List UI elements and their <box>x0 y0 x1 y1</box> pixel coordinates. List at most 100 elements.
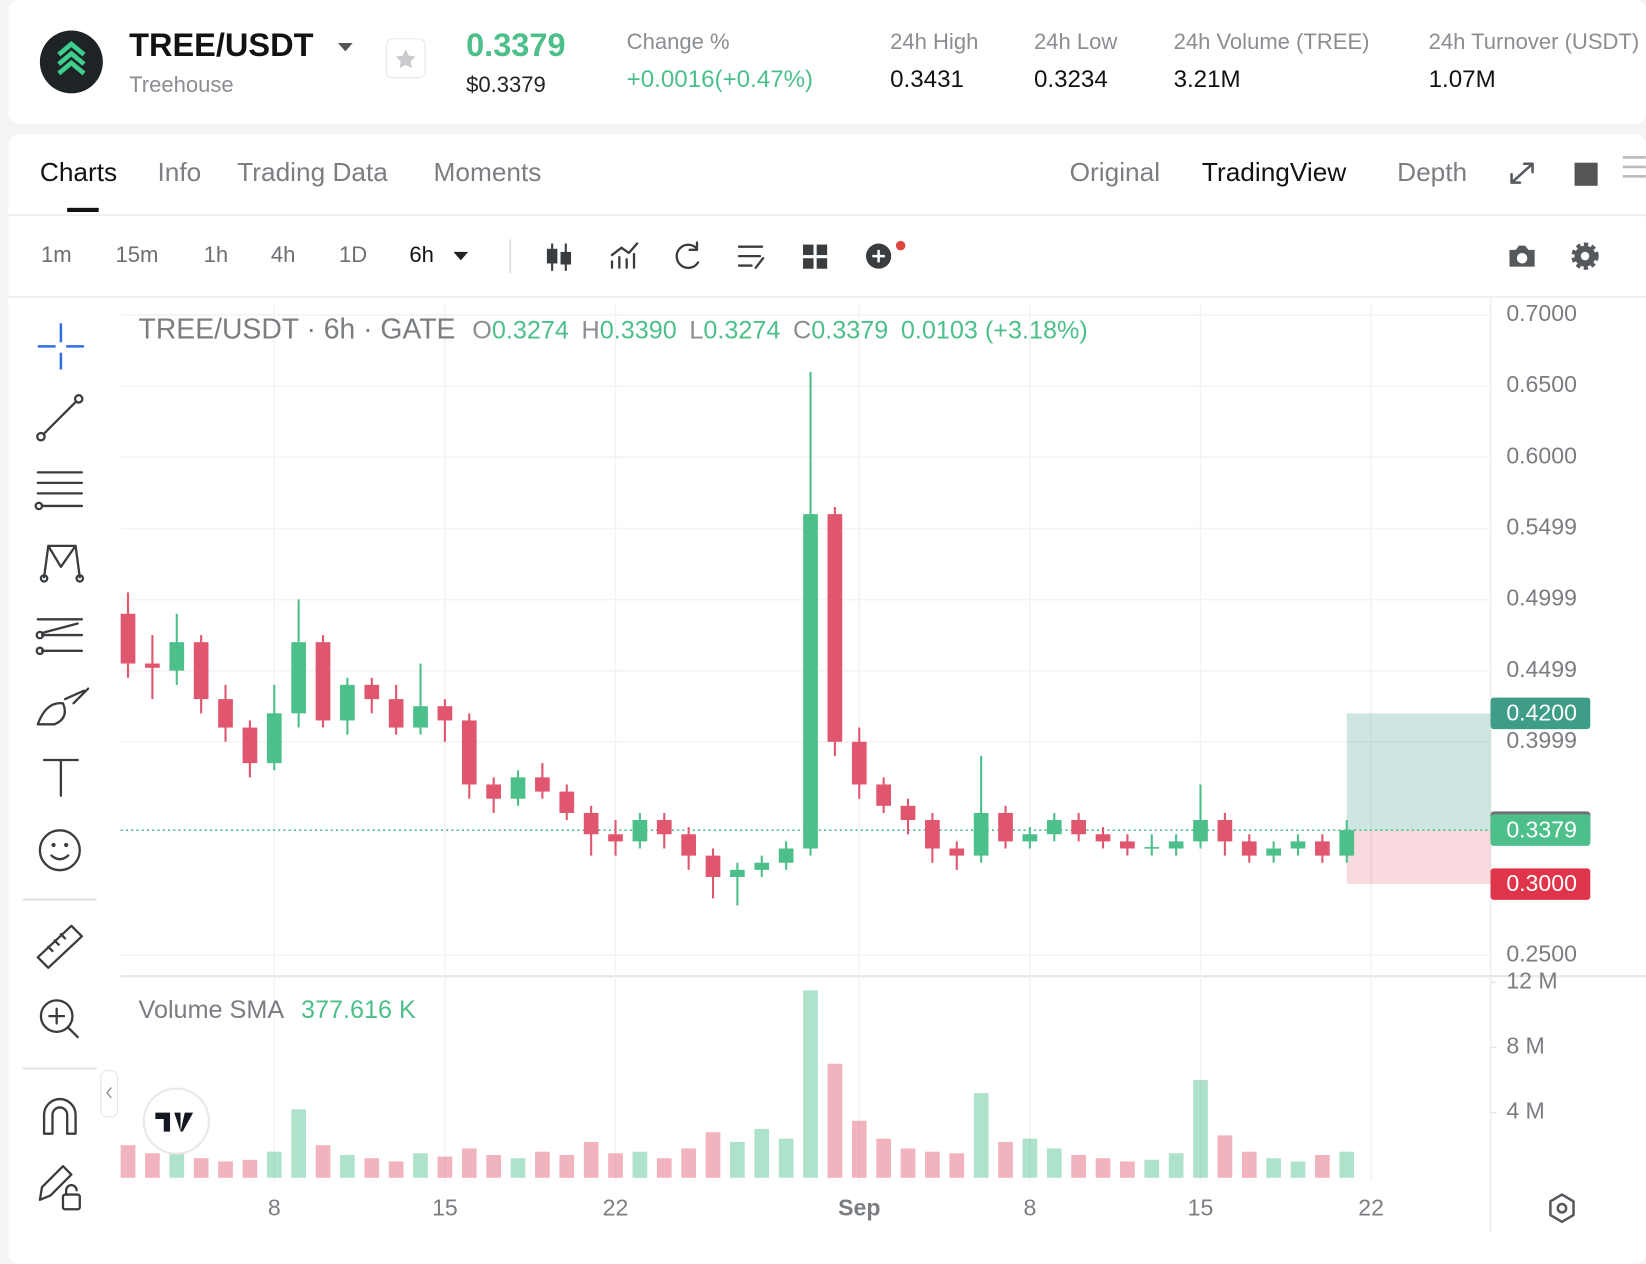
volume-bar <box>145 1153 160 1178</box>
pattern-tool[interactable] <box>39 544 85 583</box>
pair-dropdown[interactable] <box>338 43 353 52</box>
tab[interactable]: Charts <box>40 157 117 187</box>
chart-tools <box>546 240 1599 271</box>
layout-icon[interactable] <box>1574 162 1598 186</box>
text-tool[interactable] <box>42 758 79 797</box>
templates-icon[interactable] <box>737 245 765 269</box>
drawing-toolbar <box>23 323 97 1211</box>
volume-bar <box>340 1154 355 1178</box>
candle-body <box>1120 841 1135 849</box>
candle-body <box>1217 820 1233 842</box>
candle-body <box>388 699 404 728</box>
interval[interactable]: 4h <box>271 242 296 267</box>
menu-icon[interactable] <box>1622 156 1646 178</box>
volume-bar <box>681 1148 696 1178</box>
candle-body <box>1266 848 1281 856</box>
y-tick-label: 0.4499 <box>1506 656 1577 682</box>
trend-line-tool[interactable] <box>36 394 84 442</box>
x-tick-label: 22 <box>1358 1194 1384 1220</box>
view-tab[interactable]: TradingView <box>1202 157 1347 187</box>
emoji-tool[interactable] <box>38 829 81 872</box>
candle-body <box>827 514 843 742</box>
volume-bar <box>388 1161 404 1178</box>
chart-card <box>8 134 1646 1264</box>
add-icon[interactable] <box>866 240 906 269</box>
fib-tool[interactable] <box>34 471 84 511</box>
layouts-icon[interactable] <box>803 244 828 269</box>
legend-value: 0.3274 <box>492 316 569 344</box>
price: 0.3379 <box>466 27 565 63</box>
volume-bar <box>1095 1158 1111 1178</box>
interval[interactable]: 1D <box>339 242 367 267</box>
interval[interactable]: 6h <box>409 242 434 267</box>
prediction-tool[interactable] <box>35 618 84 656</box>
volume-bar <box>559 1154 575 1178</box>
tab[interactable]: Moments <box>434 157 542 187</box>
tab[interactable]: Info <box>157 157 201 187</box>
candle-body <box>486 784 501 799</box>
volume-bar <box>632 1151 648 1178</box>
tv-logo[interactable] <box>142 1087 210 1155</box>
zoom-tool[interactable] <box>39 999 79 1039</box>
magnet-tool[interactable] <box>42 1097 77 1135</box>
axis-settings-icon[interactable] <box>1549 1193 1575 1224</box>
favorite[interactable] <box>385 38 426 79</box>
candle-body <box>1144 847 1160 849</box>
crosshair-tool[interactable] <box>37 323 84 370</box>
candle-body <box>1339 830 1355 856</box>
candle-body <box>364 684 380 700</box>
position-stop-zone <box>1346 830 1491 885</box>
candle-body <box>242 727 258 764</box>
volume-bar <box>1339 1151 1355 1178</box>
ruler-tool[interactable] <box>36 924 84 969</box>
interval[interactable]: 15m <box>115 242 158 267</box>
candle-body <box>851 741 867 785</box>
volume-bar <box>486 1154 501 1178</box>
volume-bar <box>608 1153 623 1178</box>
volume-bar <box>925 1151 940 1178</box>
volume-bar <box>1144 1159 1160 1178</box>
volume-bar <box>827 1063 843 1178</box>
candle-type-icon[interactable] <box>546 243 572 271</box>
interval[interactable]: 1h <box>204 242 229 267</box>
indicators-icon[interactable] <box>610 242 639 269</box>
candle-body <box>973 812 989 856</box>
volume-sma: 377.616 K <box>301 996 416 1024</box>
candle-body <box>510 777 526 799</box>
volume-legend: Volume SMA 377.616 K <box>139 996 416 1024</box>
volume-bar <box>1071 1154 1086 1178</box>
candle-body <box>778 848 794 863</box>
collapse-handle[interactable] <box>100 1070 119 1118</box>
brush-tool[interactable] <box>36 687 90 726</box>
candle-body <box>1241 841 1257 856</box>
interval[interactable]: 1m <box>41 242 72 267</box>
lock-tool[interactable] <box>38 1165 81 1211</box>
position-target-zone <box>1346 713 1491 831</box>
volume-bar <box>315 1145 331 1178</box>
volume-bar <box>949 1153 965 1178</box>
tab[interactable]: Trading Data <box>237 157 388 187</box>
volume-tick-label: 12 M <box>1506 967 1557 993</box>
pair[interactable]: TREE/USDT <box>129 27 313 63</box>
candle-body <box>461 720 477 785</box>
x-tick-label: 15 <box>432 1194 458 1220</box>
candle-body <box>169 642 185 671</box>
snapshot-icon[interactable] <box>1509 245 1535 267</box>
view-tab[interactable]: Original <box>1070 157 1160 187</box>
legend-value: 0.3379 <box>811 316 888 344</box>
volume-bar <box>583 1141 599 1178</box>
candle-body <box>681 834 696 856</box>
expand-icon[interactable] <box>1510 162 1534 184</box>
settings-icon[interactable] <box>1571 242 1599 270</box>
candle-body <box>340 684 355 721</box>
volume-bar <box>193 1158 209 1178</box>
candle-body <box>1168 841 1184 849</box>
replay-icon[interactable] <box>675 241 700 269</box>
candle-body <box>949 848 965 856</box>
tab-underline <box>67 207 99 213</box>
candle-body <box>705 855 721 877</box>
view-tab[interactable]: Depth <box>1397 157 1467 187</box>
interval-dropdown[interactable] <box>453 251 469 261</box>
